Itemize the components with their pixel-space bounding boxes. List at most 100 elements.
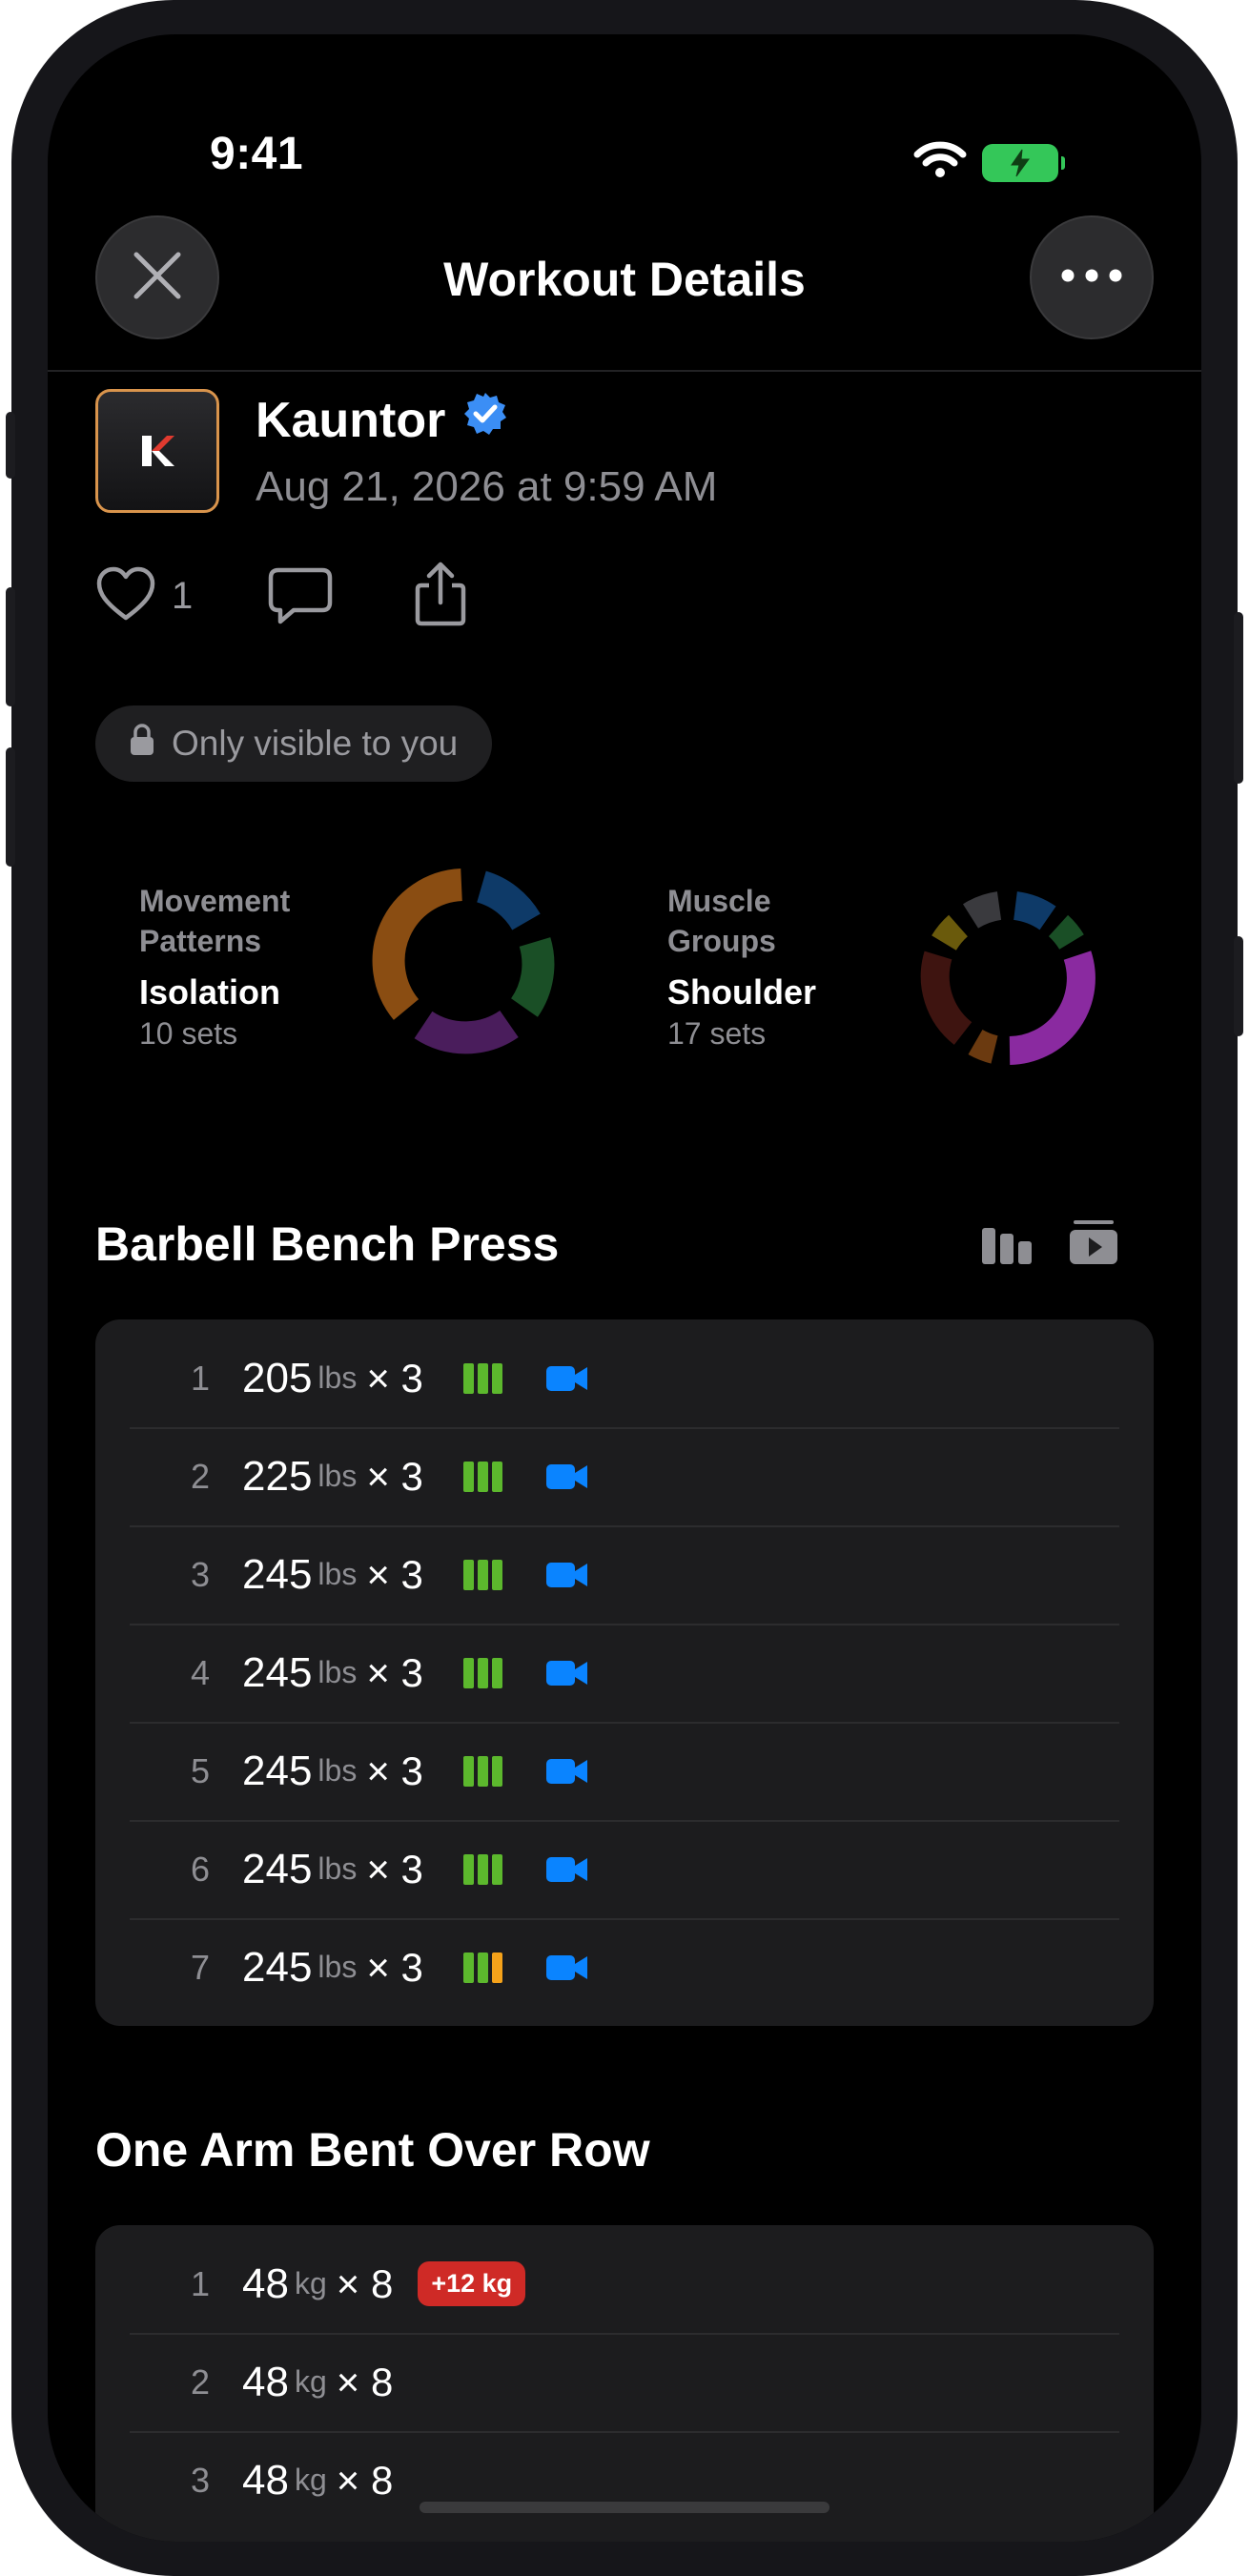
page-title: Workout Details bbox=[443, 253, 806, 306]
like-button[interactable]: 1 bbox=[95, 566, 193, 626]
exercise-title: One Arm Bent Over Row bbox=[95, 2123, 650, 2177]
muscle-sets: 17 sets bbox=[667, 1016, 767, 1051]
set-unit: kg bbox=[294, 2463, 327, 2497]
set-reps: × 3 bbox=[366, 1453, 423, 1499]
screen: 9:41 Workout Details bbox=[48, 34, 1201, 2542]
videos-button[interactable] bbox=[1066, 1218, 1121, 1273]
donut-segment-maroon bbox=[920, 951, 973, 1045]
donut-segment-blue bbox=[1013, 891, 1056, 930]
set-weight: 48 bbox=[242, 2358, 289, 2405]
share-button[interactable] bbox=[412, 561, 469, 632]
set-unit: lbs bbox=[317, 1851, 358, 1886]
visibility-pill[interactable]: Only visible to you bbox=[95, 705, 493, 782]
video-library-icon bbox=[1066, 1220, 1121, 1272]
set-unit: lbs bbox=[317, 1950, 358, 1984]
set-number: 7 bbox=[190, 1947, 210, 1987]
donut-segment-purple bbox=[414, 1010, 519, 1054]
video-camera-icon[interactable] bbox=[545, 1561, 588, 1589]
set-row[interactable]: 2 48 kg × 8 bbox=[95, 2333, 1154, 2431]
set-unit: lbs bbox=[317, 1753, 358, 1788]
video-camera-icon[interactable] bbox=[545, 1659, 588, 1687]
heart-icon bbox=[95, 566, 156, 626]
muscle-value: Shoulder bbox=[667, 972, 817, 1012]
set-unit: lbs bbox=[317, 1655, 358, 1689]
video-camera-icon[interactable] bbox=[545, 1855, 588, 1884]
set-row[interactable]: 5 245 lbs × 3 bbox=[95, 1722, 1154, 1820]
set-reps: × 3 bbox=[366, 1944, 423, 1990]
visibility-label: Only visible to you bbox=[172, 724, 459, 763]
set-row[interactable]: 2 225 lbs × 3 bbox=[95, 1427, 1154, 1525]
action-button bbox=[6, 412, 15, 479]
volume-down-button bbox=[6, 747, 15, 867]
set-number: 3 bbox=[190, 2460, 210, 2500]
set-unit: lbs bbox=[317, 1360, 358, 1395]
set-weight: 48 bbox=[242, 2259, 289, 2307]
set-reps: × 3 bbox=[366, 1649, 423, 1695]
set-row[interactable]: 4 245 lbs × 3 bbox=[95, 1624, 1154, 1722]
nav-divider bbox=[48, 370, 1201, 372]
set-reps: × 8 bbox=[336, 2359, 394, 2404]
set-weight: 245 bbox=[242, 1845, 313, 1892]
close-icon bbox=[131, 249, 184, 307]
set-row[interactable]: 6 245 lbs × 3 bbox=[95, 1820, 1154, 1918]
donut-segment-blue bbox=[476, 870, 541, 931]
set-row[interactable]: 3 48 kg × 8 bbox=[95, 2431, 1154, 2529]
comment-button[interactable] bbox=[267, 566, 334, 632]
donut-segment-green bbox=[1048, 914, 1084, 951]
set-row[interactable]: 1 205 lbs × 3 bbox=[95, 1329, 1154, 1427]
muscle-groups-stat[interactable]: Muscle Groups Shoulder 17 sets bbox=[667, 881, 816, 1052]
set-weight: 245 bbox=[242, 1943, 313, 1991]
set-weight: 245 bbox=[242, 1747, 313, 1794]
movement-label-line2: Patterns bbox=[139, 924, 262, 958]
muscle-label-line1: Muscle bbox=[667, 884, 771, 918]
video-camera-icon[interactable] bbox=[545, 1364, 588, 1393]
rpe-indicator-icon bbox=[462, 1461, 502, 1492]
movement-value: Isolation bbox=[139, 972, 281, 1012]
more-options-button[interactable] bbox=[1030, 215, 1154, 339]
verified-badge-icon bbox=[462, 391, 508, 449]
rpe-indicator-icon bbox=[462, 1559, 502, 1590]
rpe-indicator-icon bbox=[462, 1853, 502, 1885]
set-row[interactable]: 7 245 lbs × 3 bbox=[95, 1918, 1154, 2016]
volume-up-button bbox=[6, 587, 15, 706]
camera-button bbox=[1234, 936, 1243, 1036]
set-weight: 225 bbox=[242, 1452, 313, 1500]
video-camera-icon[interactable] bbox=[545, 1953, 588, 1982]
video-camera-icon[interactable] bbox=[545, 1462, 588, 1491]
movement-patterns-stat[interactable]: Movement Patterns Isolation 10 sets bbox=[139, 881, 290, 1052]
chart-button[interactable] bbox=[980, 1224, 1034, 1271]
user-name-row[interactable]: Kauntor bbox=[256, 391, 508, 449]
donut-segment-orange bbox=[968, 1029, 999, 1064]
close-button[interactable] bbox=[95, 215, 219, 339]
status-icons bbox=[913, 141, 1065, 184]
set-row[interactable]: 3 245 lbs × 3 bbox=[95, 1525, 1154, 1624]
set-unit: kg bbox=[294, 2266, 327, 2300]
movement-patterns-donut bbox=[372, 869, 555, 1054]
power-button bbox=[1234, 612, 1243, 784]
exercise-sets-card: 1 48 kg × 8 +12 kg 2 48 kg × 8 3 48 kg × 8 bbox=[95, 2225, 1154, 2542]
set-row[interactable]: 1 48 kg × 8 +12 kg bbox=[95, 2235, 1154, 2333]
set-number: 1 bbox=[190, 2263, 210, 2303]
muscle-groups-donut bbox=[920, 891, 1095, 1065]
exercise-sets-card: 1 205 lbs × 3 2 225 lbs × 3 3 245 lbs × 3 4 245 lbs × 3… bbox=[95, 1319, 1154, 2026]
status-time: 9:41 bbox=[210, 129, 304, 179]
donut-segment-gray bbox=[962, 891, 1002, 929]
video-camera-icon[interactable] bbox=[545, 1757, 588, 1786]
like-count: 1 bbox=[172, 575, 194, 617]
movement-sets: 10 sets bbox=[139, 1016, 238, 1051]
set-number: 4 bbox=[190, 1652, 210, 1692]
ellipsis-icon bbox=[1060, 269, 1123, 287]
donut-segment-olive bbox=[932, 914, 969, 951]
set-number: 1 bbox=[190, 1358, 210, 1398]
set-weight: 48 bbox=[242, 2456, 289, 2504]
set-number: 3 bbox=[190, 1554, 210, 1594]
set-number: 5 bbox=[190, 1750, 210, 1790]
donut-segment-magenta bbox=[1009, 951, 1095, 1065]
set-number: 2 bbox=[190, 1456, 210, 1496]
profile-logo[interactable] bbox=[95, 389, 219, 513]
set-weight: 245 bbox=[242, 1648, 313, 1696]
battery-icon bbox=[982, 143, 1065, 182]
set-reps: × 8 bbox=[336, 2260, 394, 2306]
action-bar: 1 bbox=[95, 562, 572, 643]
set-unit: lbs bbox=[317, 1557, 358, 1591]
